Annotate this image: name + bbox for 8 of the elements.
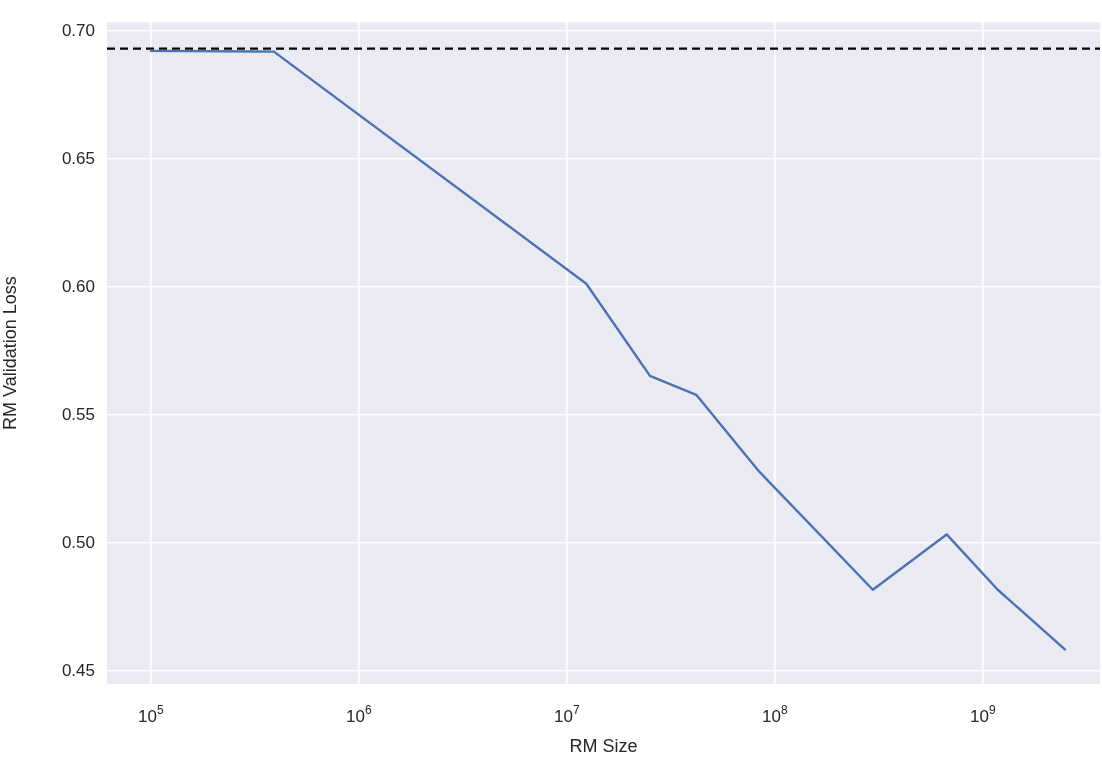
y-tick-label: 0.50: [61, 532, 95, 552]
y-tick-label: 0.70: [61, 20, 95, 40]
x-axis-title: RM Size: [569, 736, 638, 757]
y-tick-label: 0.60: [61, 276, 95, 296]
y-axis-title: RM Validation Loss: [0, 276, 20, 430]
y-tick-label: 0.45: [61, 660, 95, 680]
y-tick-label: 0.65: [61, 148, 95, 168]
y-tick-label: 0.55: [61, 404, 95, 424]
